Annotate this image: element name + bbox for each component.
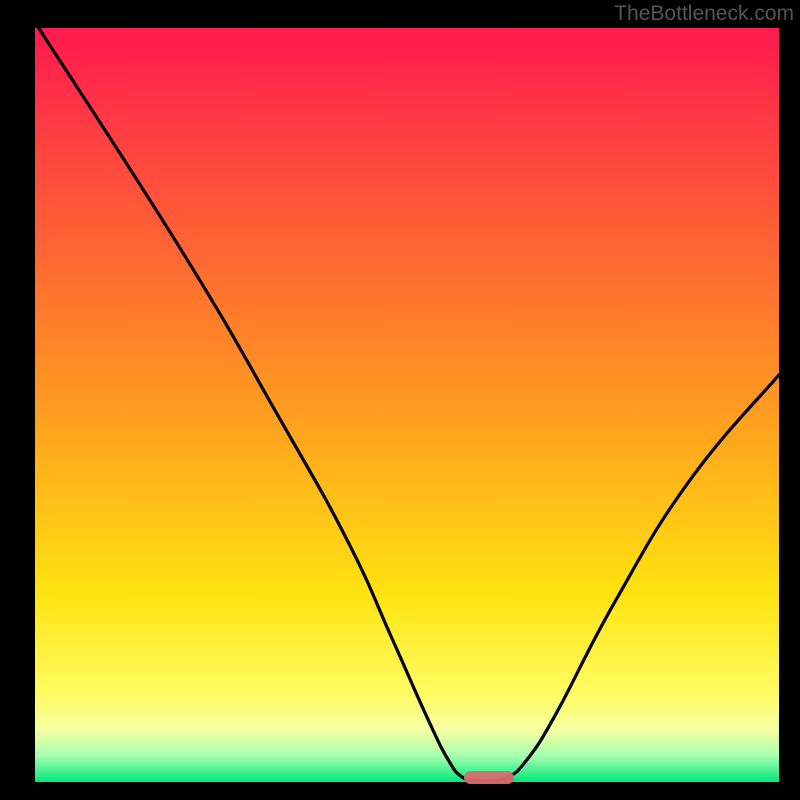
plot-area	[35, 28, 779, 782]
chart-container: TheBottleneck.com	[0, 0, 800, 800]
watermark-text: TheBottleneck.com	[614, 2, 794, 26]
bottleneck-curve	[35, 28, 779, 782]
sweet-spot-marker	[464, 771, 515, 783]
curve-path	[39, 28, 779, 781]
